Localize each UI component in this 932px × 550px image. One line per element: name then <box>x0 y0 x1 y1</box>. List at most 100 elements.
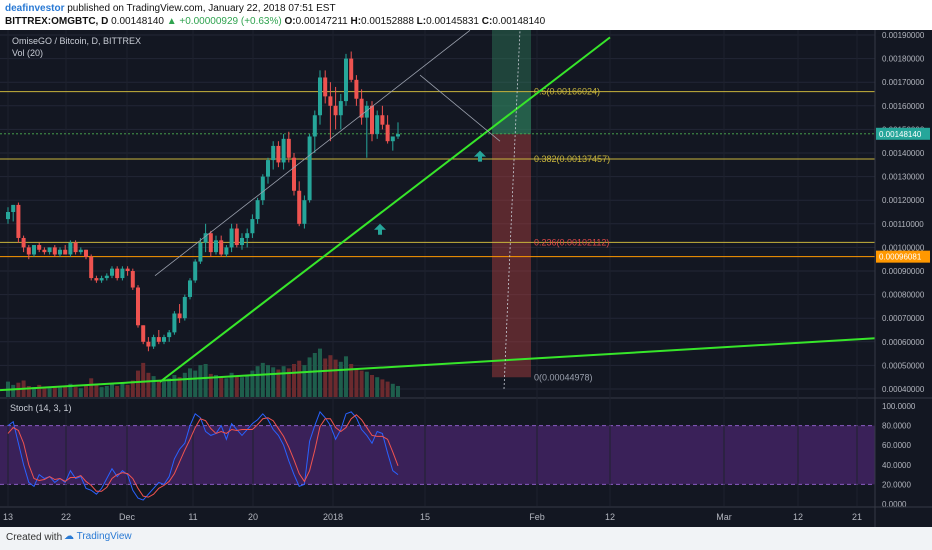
volume-bar <box>151 376 156 397</box>
close-value: 0.00148140 <box>492 16 546 27</box>
volume-bar <box>328 355 333 397</box>
volume-bar <box>318 348 322 397</box>
candle-body <box>333 105 338 116</box>
volume-bar <box>266 365 270 397</box>
volume-bar <box>224 378 229 397</box>
candle-body <box>364 105 369 118</box>
volume-bar <box>110 383 114 397</box>
time-tick-label: 2018 <box>323 512 343 522</box>
volume-bar <box>292 364 296 397</box>
chart-svg[interactable]: 0.5(0.00166024) 0.382(0.00137457) 0.236(0.… <box>0 27 932 527</box>
time-tick-label: 11 <box>188 512 197 522</box>
candle-body <box>396 134 400 137</box>
candle-body <box>78 249 83 253</box>
volume-bar <box>245 375 250 397</box>
candle-body <box>344 58 348 102</box>
price-tick-label: 0.00070000 <box>882 314 925 323</box>
candle-body <box>338 101 343 116</box>
fib-label: 0.236(0.00102112) <box>534 237 609 247</box>
candle-body <box>276 145 281 163</box>
candle-body <box>349 58 354 80</box>
volume-bar <box>89 378 94 397</box>
time-tick-label: 20 <box>248 512 258 522</box>
candle-body <box>292 157 296 191</box>
volume-bar <box>333 359 338 397</box>
candle-body <box>245 233 250 238</box>
candle-body <box>162 337 166 342</box>
tradingview-logo[interactable]: ☁ TradingView <box>64 531 132 542</box>
price-tick-label: 0.00060000 <box>882 338 925 347</box>
volume-bar <box>344 356 348 397</box>
volume-bar <box>281 366 286 397</box>
candle-body <box>58 249 62 255</box>
candle-body <box>115 268 120 279</box>
candle-body <box>73 242 78 253</box>
last-price-badge-text: 0.00148140 <box>879 130 922 139</box>
low-value: 0.00145831 <box>426 16 479 27</box>
up-arrow-icon <box>474 150 486 162</box>
candle-body <box>177 313 182 319</box>
last-price: 0.00148140 <box>111 16 164 27</box>
fib-label: 0.382(0.00137457) <box>534 154 610 164</box>
candle-body <box>136 287 140 326</box>
volume-bar <box>47 387 52 397</box>
candle-body <box>11 204 16 212</box>
volume-bar <box>182 372 187 397</box>
open-label: O: <box>284 16 296 27</box>
target-zone <box>492 27 531 92</box>
volume-bar <box>312 353 317 397</box>
candle-body <box>104 275 109 279</box>
author-link[interactable]: deafinvestor <box>5 3 65 14</box>
volume-bar <box>193 370 198 397</box>
candle-body <box>99 278 104 281</box>
candle-body <box>63 249 68 255</box>
stoch-tick-label: 20.0000 <box>882 480 911 489</box>
volume-bar <box>219 377 224 397</box>
volume-bar <box>364 371 369 397</box>
volume-bar <box>385 381 390 397</box>
volume-bar <box>359 370 364 397</box>
candle-body <box>380 115 385 125</box>
created-with-text: Created with <box>6 532 63 543</box>
volume-label: Vol (20) <box>12 48 43 58</box>
time-tick-label: Feb <box>529 512 545 522</box>
volume-bar <box>229 372 234 397</box>
volume-bar <box>297 360 302 397</box>
candle-body <box>318 77 322 116</box>
low-label: L: <box>416 16 427 27</box>
candle-body <box>188 280 192 297</box>
candle-body <box>370 105 374 135</box>
chart-area[interactable]: 0.5(0.00166024) 0.382(0.00137457) 0.236(0.… <box>0 27 932 527</box>
volume-bar <box>99 387 104 397</box>
volume-bar <box>58 387 62 397</box>
price-tick-label: 0.00120000 <box>882 196 925 205</box>
volume-bar <box>68 383 73 397</box>
candle-body <box>240 237 244 246</box>
volume-bar <box>188 368 192 397</box>
candle-body <box>167 332 172 338</box>
stoch-label: Stoch (14, 3, 1) <box>10 403 72 413</box>
candle-body <box>375 115 380 135</box>
candle-body <box>120 268 125 279</box>
candle-body <box>297 190 302 224</box>
candle-body <box>37 245 42 250</box>
stop-zone <box>492 134 531 378</box>
candle-body <box>255 200 260 220</box>
candle-body <box>151 337 156 347</box>
candle-body <box>94 278 99 281</box>
candle-body <box>271 145 276 161</box>
volume-bar <box>380 379 385 397</box>
candle-body <box>302 200 307 224</box>
candle-body <box>26 247 31 255</box>
candle-body <box>89 256 94 279</box>
volume-bar <box>214 375 218 397</box>
volume-bar <box>370 375 374 397</box>
channel-line <box>154 29 471 277</box>
volume-bar <box>172 375 177 397</box>
volume-bar <box>177 377 182 397</box>
volume-bar <box>271 367 276 397</box>
time-tick-label: 15 <box>420 512 430 522</box>
volume-bar <box>349 364 354 397</box>
volume-bar <box>94 384 99 397</box>
volume-bar <box>390 383 395 397</box>
